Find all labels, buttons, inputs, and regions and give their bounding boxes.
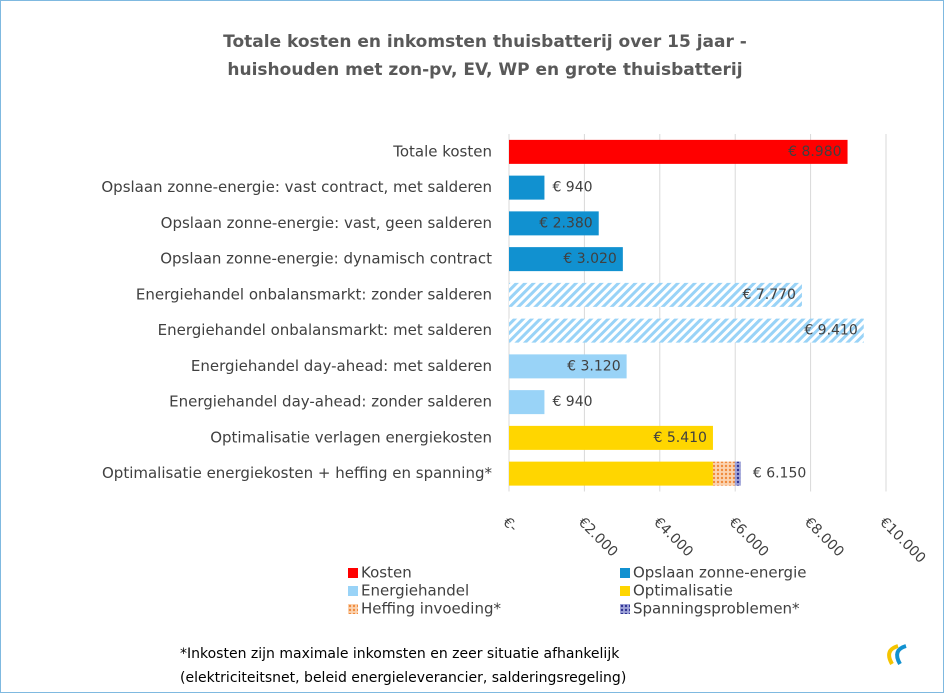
legend-swatch (620, 568, 630, 578)
bar (509, 211, 599, 236)
value-label: € 940 (552, 394, 592, 410)
bar (509, 139, 848, 164)
category-label: Energiehandel onbalansmarkt: met saldere… (158, 321, 492, 339)
bar (712, 461, 735, 486)
bar (509, 282, 802, 307)
bar (509, 318, 864, 343)
category-label: Opslaan zonne-energie: dynamisch contrac… (160, 250, 492, 268)
bar (509, 354, 627, 379)
legend-label: Spanningsproblemen* (633, 600, 800, 618)
value-label: € 8.980 (788, 144, 841, 160)
bar (509, 425, 713, 450)
category-label: Optimalisatie energiekosten + heffing en… (102, 464, 492, 482)
value-label: € 5.410 (654, 430, 707, 446)
bar (734, 461, 741, 486)
legend-swatch (348, 568, 358, 578)
legend-swatch (348, 604, 358, 614)
category-label: Energiehandel day-ahead: met salderen (191, 357, 492, 375)
total-label: € 6.150 (753, 466, 806, 482)
bar (509, 247, 623, 272)
legend-swatch (348, 586, 358, 596)
legend-label: Heffing invoeding* (361, 600, 501, 618)
logo (887, 644, 907, 665)
chart-title: huishouden met zon-pv, EV, WP en grote t… (227, 60, 742, 80)
legend-label: Energiehandel (361, 582, 469, 600)
legend-label: Opslaan zonne-energie (633, 564, 806, 582)
category-label: Opslaan zonne-energie: vast, geen salder… (161, 214, 492, 232)
category-label: Optimalisatie verlagen energiekosten (210, 428, 492, 446)
legend-swatch (620, 586, 630, 596)
bar (509, 390, 545, 415)
legend-label: Optimalisatie (633, 582, 733, 600)
value-label: € 9.410 (804, 323, 857, 339)
category-label: Opslaan zonne-energie: vast contract, me… (101, 178, 492, 196)
footnote: *Inkosten zijn maximale inkomsten en zee… (180, 646, 620, 662)
category-label: Energiehandel onbalansmarkt: zonder sald… (136, 285, 492, 303)
value-label: € 3.120 (567, 358, 620, 374)
bar (509, 461, 713, 486)
value-label: € 2.380 (539, 215, 592, 231)
value-label: € 940 (552, 180, 592, 196)
chart-title: Totale kosten en inkomsten thuisbatterij… (223, 32, 747, 52)
value-label: € 3.020 (563, 251, 616, 267)
bar (509, 175, 545, 200)
legend-label: Kosten (361, 564, 412, 582)
value-label: € 7.770 (742, 287, 795, 303)
category-label: Energiehandel day-ahead: zonder salderen (169, 393, 492, 411)
legend-swatch (620, 604, 630, 614)
category-label: Totale kosten (392, 142, 492, 160)
footnote: (elektriciteitsnet, beleid energielevera… (180, 670, 626, 686)
